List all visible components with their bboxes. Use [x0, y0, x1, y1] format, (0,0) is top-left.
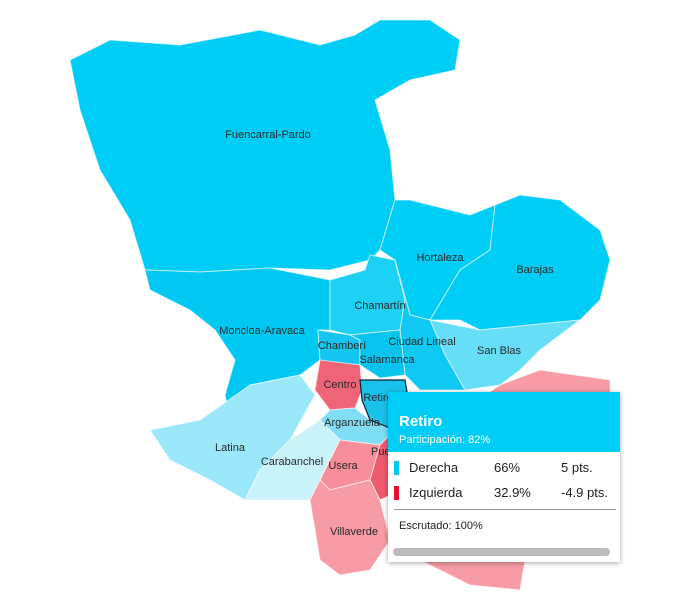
district [348, 329, 406, 379]
district-label: Centro [323, 379, 356, 391]
district [309, 479, 391, 576]
district-label: Arganzuela [324, 417, 381, 429]
district-label: Villaverde [330, 526, 378, 538]
tooltip-footer: Escrutado: 100% [399, 520, 483, 532]
result-row: Derecha 66% 5 pts. [394, 459, 614, 477]
district [69, 19, 461, 273]
district-label: Usera [328, 460, 358, 472]
district-label: Latina [215, 442, 246, 454]
district [394, 259, 466, 391]
result-row: Izquierda 32.9% -4.9 pts. [394, 484, 614, 502]
tooltip-header: Retiro Participación: 82% [388, 392, 620, 452]
party-name: Izquierda [409, 485, 463, 500]
scrollbar[interactable] [393, 548, 610, 556]
divider [394, 509, 616, 510]
party-share: 66% [494, 460, 521, 475]
district-label: Retiro [363, 392, 392, 404]
district-label: Fuencarral-Pardo [225, 129, 311, 141]
party-change: 5 pts. [561, 460, 593, 475]
district-label: Chamberí [318, 340, 366, 352]
district-label: Chamartín [354, 300, 405, 312]
tooltip: Retiro Participación: 82% Derecha 66% 5 … [388, 392, 620, 562]
district-label: Moncloa-Aravaca [219, 325, 305, 337]
district-label: Hortaleza [416, 252, 464, 264]
party-marker [394, 461, 399, 475]
district-label: Carabanchel [261, 456, 323, 468]
district-label: Barajas [516, 264, 554, 276]
party-marker [394, 486, 399, 500]
party-share: 32.9% [494, 485, 531, 500]
party-change: -4.9 pts. [561, 485, 608, 500]
tooltip-title: Retiro [399, 413, 443, 430]
district-label: Salamanca [359, 354, 415, 366]
district-label: Ciudad Lineal [388, 336, 455, 348]
tooltip-subtitle: Participación: 82% [399, 434, 491, 446]
district-label: San Blas [477, 345, 522, 357]
party-name: Derecha [409, 460, 459, 475]
